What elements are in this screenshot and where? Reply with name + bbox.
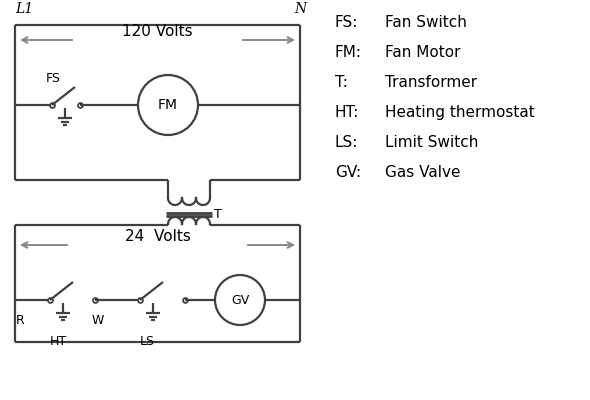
Text: 24  Volts: 24 Volts [124, 229, 191, 244]
Text: FM: FM [158, 98, 178, 112]
Text: FS:: FS: [335, 15, 358, 30]
Text: W: W [92, 314, 104, 327]
Text: Fan Motor: Fan Motor [385, 45, 461, 60]
Text: Fan Switch: Fan Switch [385, 15, 467, 30]
Text: Transformer: Transformer [385, 75, 477, 90]
Text: LS:: LS: [335, 135, 358, 150]
Text: R: R [16, 314, 25, 327]
Text: N: N [294, 2, 306, 16]
Text: GV: GV [231, 294, 249, 306]
Text: HT: HT [50, 335, 67, 348]
Text: Heating thermostat: Heating thermostat [385, 105, 535, 120]
Text: Limit Switch: Limit Switch [385, 135, 478, 150]
Text: FM:: FM: [335, 45, 362, 60]
Text: GV:: GV: [335, 165, 361, 180]
Text: HT:: HT: [335, 105, 359, 120]
Text: T:: T: [335, 75, 348, 90]
Text: T: T [214, 208, 222, 222]
Text: L1: L1 [15, 2, 33, 16]
Text: 120 Volts: 120 Volts [122, 24, 193, 39]
Text: LS: LS [140, 335, 155, 348]
Text: Gas Valve: Gas Valve [385, 165, 461, 180]
Text: FS: FS [46, 72, 61, 85]
